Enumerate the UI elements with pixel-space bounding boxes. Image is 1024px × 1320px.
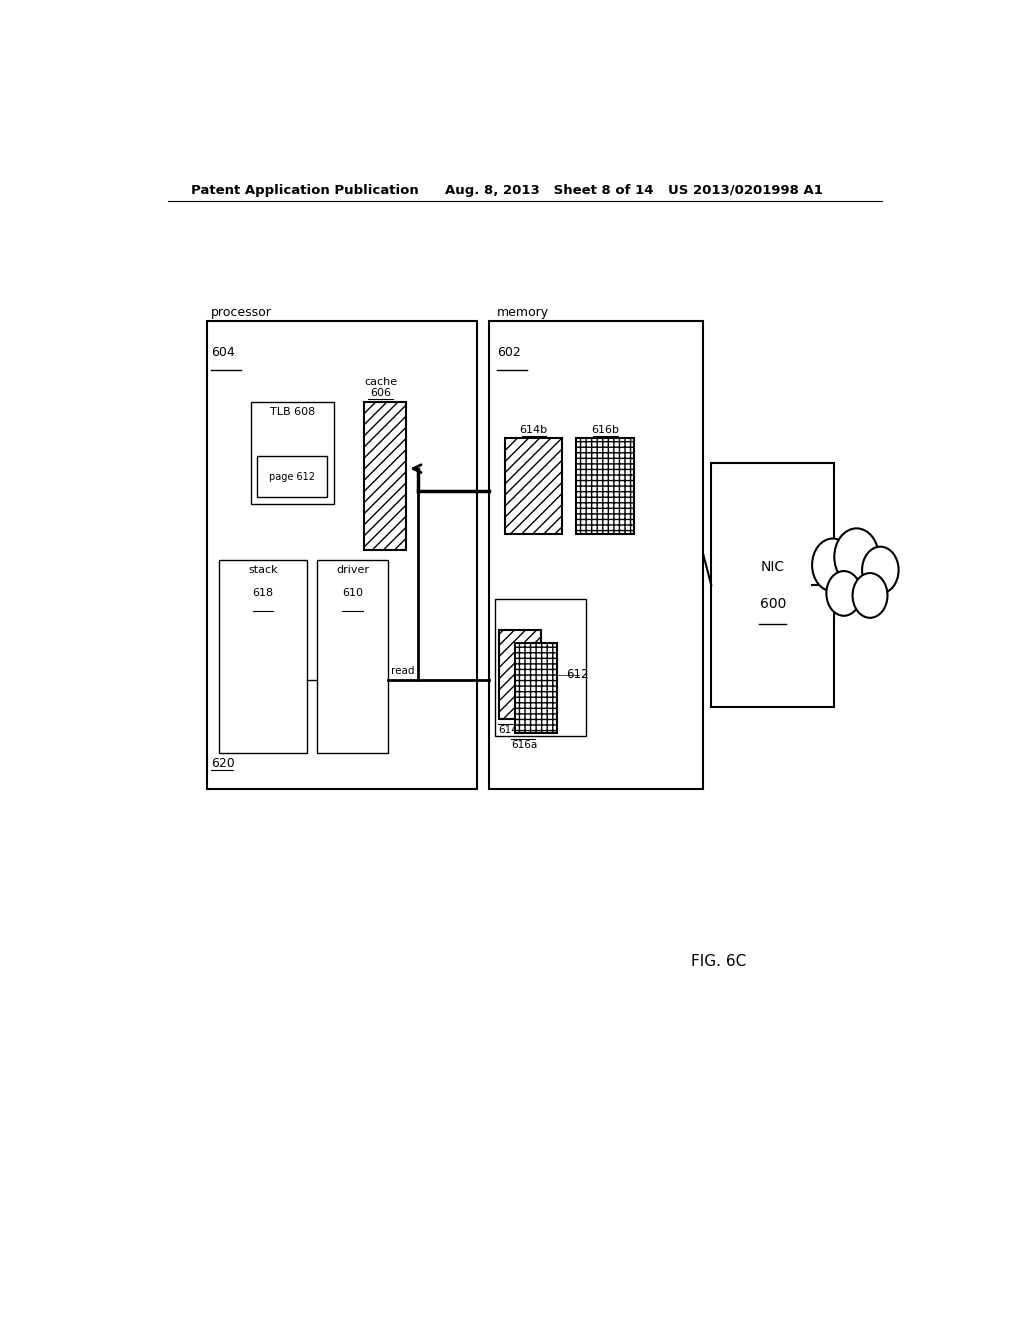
Circle shape <box>812 539 853 591</box>
Text: 600: 600 <box>760 597 786 611</box>
Text: TLB 608: TLB 608 <box>270 408 315 417</box>
Bar <box>365 403 406 549</box>
Text: 614b: 614b <box>519 425 548 434</box>
Circle shape <box>862 546 899 594</box>
Text: 618: 618 <box>252 589 273 598</box>
Text: 612: 612 <box>566 668 589 681</box>
Bar <box>207 321 477 788</box>
Text: read: read <box>391 665 414 676</box>
Text: 602: 602 <box>497 346 521 359</box>
Bar <box>505 438 562 535</box>
Text: stack: stack <box>248 565 278 576</box>
Bar <box>500 630 541 719</box>
Text: 616a: 616a <box>511 739 538 750</box>
Bar <box>251 403 334 504</box>
Text: Aug. 8, 2013   Sheet 8 of 14: Aug. 8, 2013 Sheet 8 of 14 <box>445 183 654 197</box>
Text: memory: memory <box>497 306 549 319</box>
Text: NIC: NIC <box>761 560 784 574</box>
Text: 604: 604 <box>211 346 236 359</box>
Bar <box>219 560 306 752</box>
Bar <box>257 457 328 496</box>
Bar <box>577 438 634 535</box>
Bar <box>316 560 388 752</box>
Text: 610: 610 <box>342 589 364 598</box>
Text: 606: 606 <box>371 388 391 399</box>
Circle shape <box>835 528 879 585</box>
Bar <box>495 598 586 735</box>
Text: 616b: 616b <box>591 425 618 434</box>
Text: page 612: page 612 <box>269 471 315 482</box>
Circle shape <box>853 573 888 618</box>
Text: US 2013/0201998 A1: US 2013/0201998 A1 <box>668 183 822 197</box>
Text: processor: processor <box>211 306 272 319</box>
Text: Patent Application Publication: Patent Application Publication <box>191 183 419 197</box>
Text: cache: cache <box>365 378 397 387</box>
Text: 614a: 614a <box>498 725 524 734</box>
Circle shape <box>826 572 861 615</box>
Bar <box>712 463 835 708</box>
Bar <box>515 643 557 733</box>
Text: driver: driver <box>336 565 369 576</box>
Text: 620: 620 <box>211 758 236 771</box>
Bar <box>489 321 703 788</box>
Text: FIG. 6C: FIG. 6C <box>691 954 746 969</box>
